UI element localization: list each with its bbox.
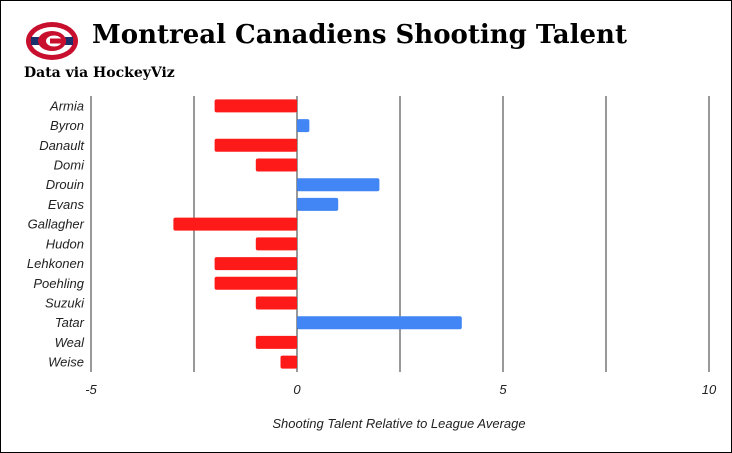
gridlines [90,96,710,372]
bar [297,119,310,133]
category-label: Armia [49,98,84,113]
category-label: Gallagher [28,217,85,232]
bar [297,197,339,211]
category-label: Weise [48,355,84,370]
bar [255,237,297,251]
chart-subtitle: Data via HockeyViz [24,65,175,81]
bar [214,276,297,290]
bar [297,316,462,330]
bar [173,217,297,231]
category-label: Poehling [33,276,84,291]
category-label: Byron [50,118,84,133]
category-label: Tatar [55,315,85,330]
bar [214,138,297,152]
category-label: Weal [55,335,85,350]
category-label: Hudon [46,236,84,251]
x-tick-label: -5 [85,382,97,397]
x-tick-label: 0 [293,382,301,397]
category-labels: Armia Byron Danault Domi Drouin Evans Gallaghe… [27,98,86,369]
montreal-canadiens-logo-icon [26,22,78,60]
category-label: Evans [48,197,85,212]
bar [255,296,297,310]
category-label: Lehkonen [27,256,84,271]
bar [255,335,297,349]
chart-title: Montreal Canadiens Shooting Talent [92,20,627,50]
bar [255,158,297,172]
category-label: Suzuki [45,296,85,311]
bar [280,355,297,369]
category-label: Danault [39,138,85,153]
bar [297,178,380,192]
bar [214,99,297,113]
category-label: Drouin [46,177,84,192]
x-tick-label: 10 [702,382,717,397]
x-tick-labels: -5 0 5 10 [85,382,717,397]
x-axis-label: Shooting Talent Relative to League Avera… [272,416,525,431]
bars [173,99,462,369]
x-tick-label: 5 [499,382,507,397]
category-label: Domi [54,158,85,173]
bar [214,257,297,271]
